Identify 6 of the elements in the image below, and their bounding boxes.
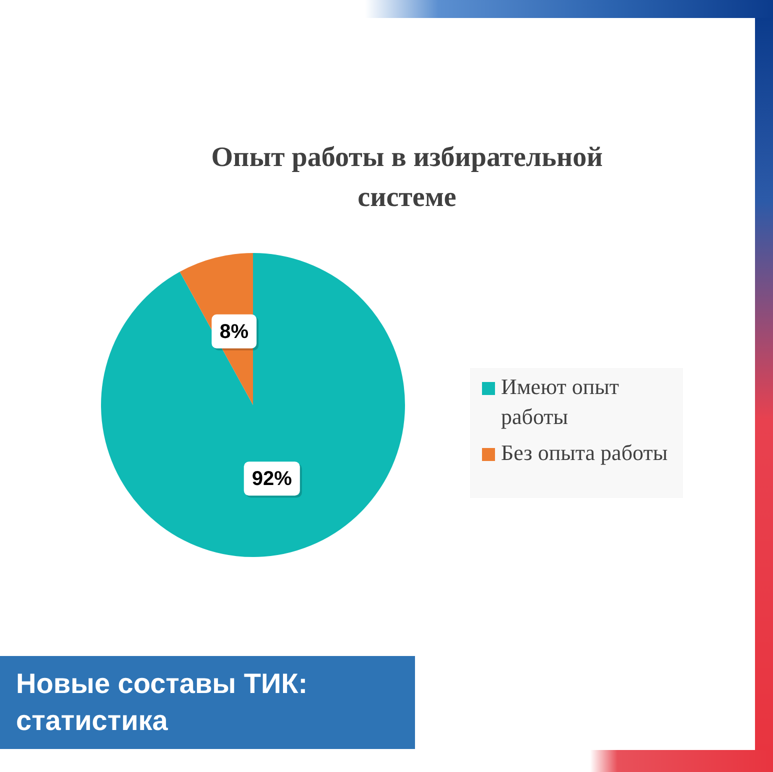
legend-label: Имеют опыт работы [501, 373, 620, 431]
data-label: 8% [220, 320, 249, 343]
text: Новые составы ТИК: статистика [0, 656, 415, 749]
legend-label: Без опыта работы [501, 439, 668, 467]
data-label: 92% [252, 468, 292, 490]
chart-title: Опыт работы в избирательной системе [210, 141, 604, 215]
